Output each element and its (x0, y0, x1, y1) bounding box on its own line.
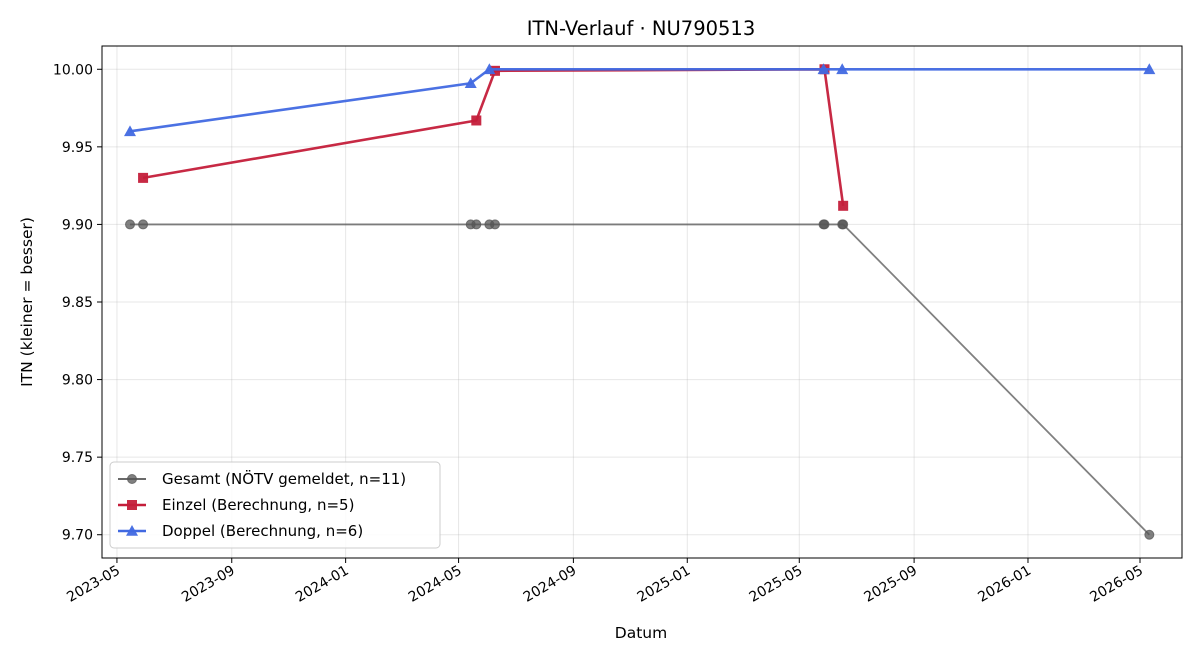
y-axis-label: ITN (kleiner = besser) (18, 217, 36, 387)
data-point (836, 63, 849, 75)
x-tick-label: 2024-05 (406, 563, 465, 606)
data-point (124, 125, 137, 137)
x-tick-label: 2023-09 (179, 563, 238, 606)
data-point (471, 219, 482, 230)
data-point (489, 219, 500, 230)
data-point (489, 65, 500, 76)
series-2 (138, 64, 849, 211)
x-tick-label: 2026-05 (1087, 563, 1146, 606)
data-point (464, 77, 477, 89)
legend-box (109, 461, 441, 549)
legend-label: Gesamt (NÖTV gemeldet, n=11) (162, 469, 406, 488)
legend-entry: Einzel (Berechnung, n=5) (118, 496, 354, 514)
data-point (125, 219, 136, 230)
data-point (819, 219, 830, 230)
data-point (838, 219, 849, 230)
data-point (817, 63, 830, 75)
y-tick-label: 9.90 (62, 217, 93, 233)
series-line (142, 67, 845, 206)
x-axis-label: Datum (615, 624, 667, 642)
series-line (129, 67, 1150, 133)
x-tick-label: 2025-01 (635, 563, 694, 606)
chart-title: ITN-Verlauf · NU790513 (527, 17, 755, 40)
legend-marker (126, 525, 138, 536)
y-tick-label: 9.80 (62, 373, 93, 389)
series-3 (124, 63, 1156, 137)
x-tick-label: 2025-09 (861, 563, 920, 606)
x-tick-label: 2024-01 (293, 563, 352, 606)
data-point (1144, 529, 1155, 540)
data-point (838, 200, 849, 211)
x-tick-label: 2025-05 (747, 563, 806, 606)
data-point (138, 219, 149, 230)
x-tick-label: 2023-05 (64, 563, 123, 606)
y-tick-label: 9.70 (62, 528, 93, 544)
series-layer (124, 63, 1156, 540)
legend-marker (127, 500, 137, 510)
legend-label: Doppel (Berechnung, n=6) (162, 522, 363, 540)
y-tick-label: 9.75 (62, 450, 93, 466)
x-axis: 2023-05 2023-09 2024-01 2024-05 2024-09 2025-… (64, 558, 1146, 606)
legend-label: Einzel (Berechnung, n=5) (162, 496, 354, 514)
data-point (1143, 63, 1156, 75)
legend-entry: Gesamt (NÖTV gemeldet, n=11) (118, 469, 406, 488)
data-point (471, 115, 482, 126)
legend-marker (127, 474, 137, 484)
data-point (483, 63, 496, 75)
y-tick-label: 9.95 (62, 140, 93, 156)
y-tick-label: 10.00 (53, 62, 93, 78)
legend: Gesamt (NÖTV gemeldet, n=11) Einzel (Bere… (109, 461, 441, 549)
y-axis: 9.70 9.75 9.80 9.85 9.90 9.95 10.00 (53, 62, 102, 544)
legend-entry: Doppel (Berechnung, n=6) (118, 522, 363, 540)
x-tick-label: 2026-01 (975, 563, 1034, 606)
y-tick-label: 9.85 (62, 295, 93, 311)
data-point (138, 172, 149, 183)
x-tick-label: 2024-09 (521, 563, 580, 606)
series-1 (125, 219, 1155, 540)
